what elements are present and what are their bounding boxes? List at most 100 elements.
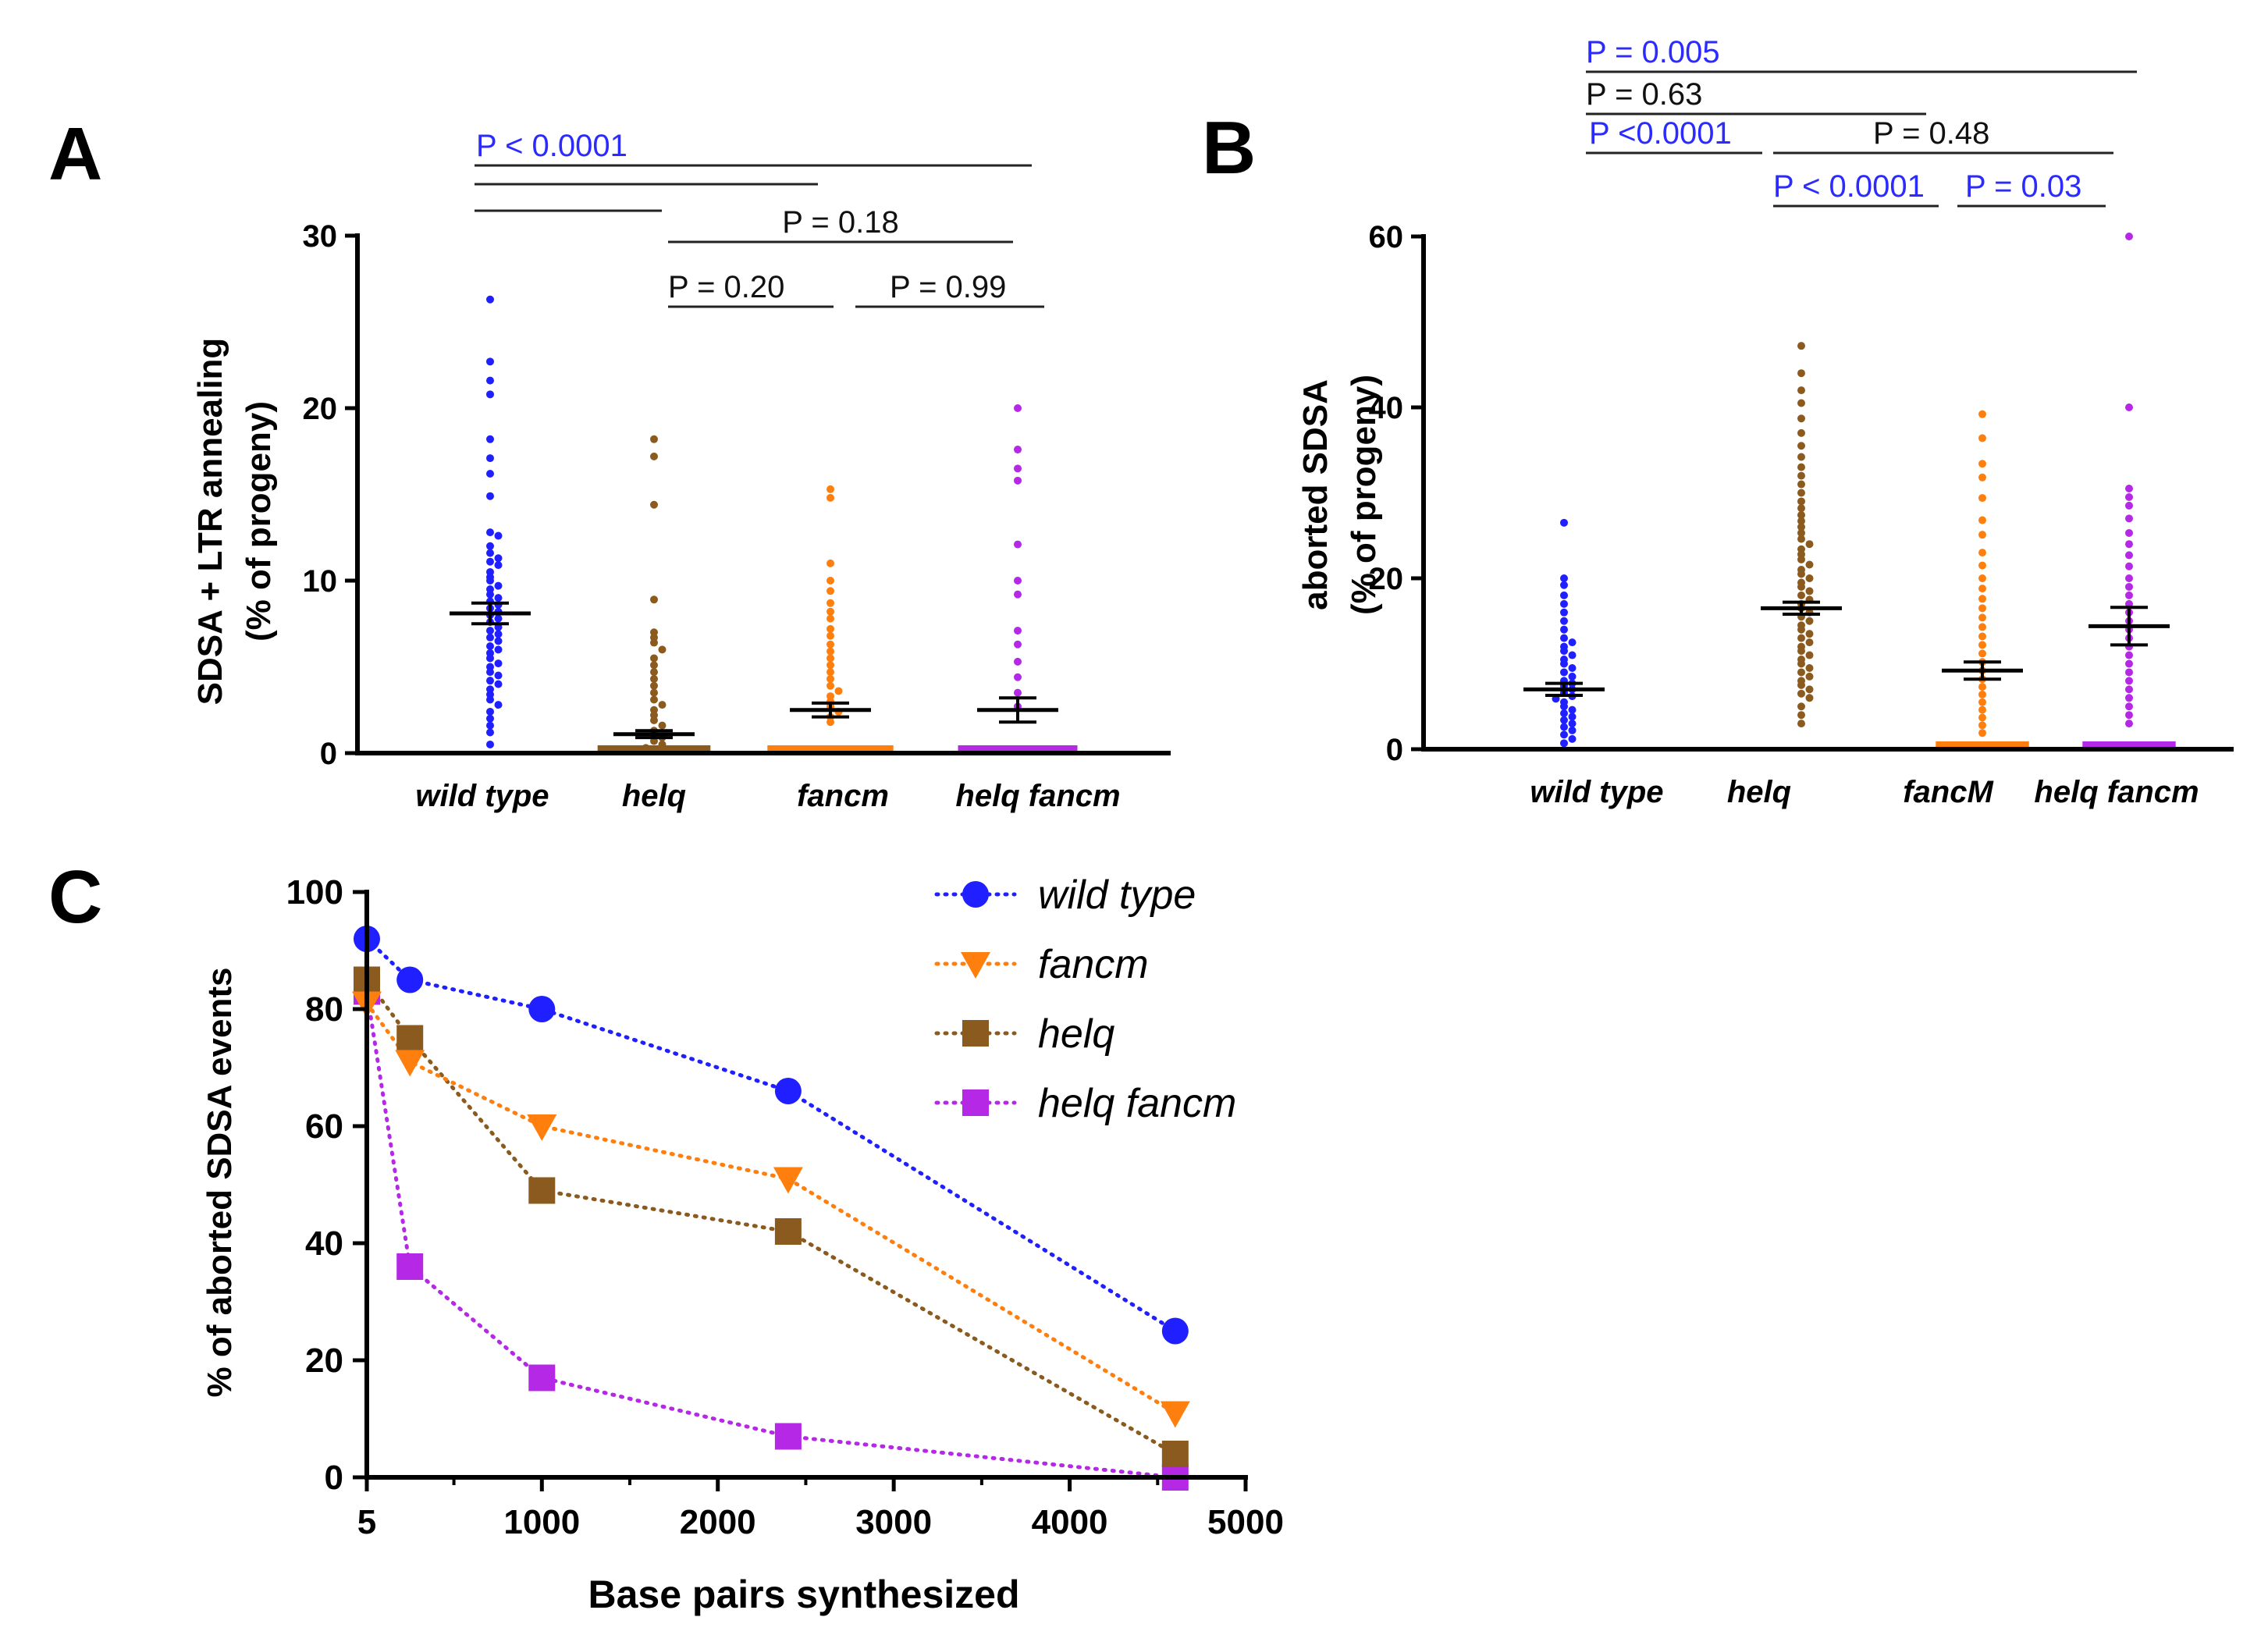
a-zero-point-helq-fancm	[1004, 745, 1009, 752]
b-point-helq	[1797, 386, 1805, 395]
a-point-fancm	[827, 674, 834, 683]
a-zero-point-fancm	[879, 745, 884, 752]
a-zero-point-fancm	[787, 745, 792, 752]
a-point-helq-fancm	[1014, 577, 1022, 585]
a-zero-point-helq-fancm	[994, 745, 999, 752]
a-p-value-label-4: P = 0.18	[782, 205, 898, 240]
b-zero-point-fancm	[1965, 741, 1971, 748]
b-zero-point-helq-fancm	[2121, 741, 2127, 748]
b-point-helq-fancm	[2125, 668, 2133, 677]
c-y-tick-label-100: 100	[286, 873, 343, 912]
a-zero-point-fancm	[800, 745, 805, 752]
b-point-wild-type	[1560, 723, 1568, 731]
b-point-helq	[1797, 555, 1805, 563]
a-zero-point-fancm	[842, 745, 848, 752]
a-zero-point-helq	[646, 745, 652, 752]
b-point-helq-fancm	[2125, 659, 2133, 668]
b-zero-point-fancm	[1936, 741, 1941, 748]
c-y-tick-label-60: 60	[305, 1107, 343, 1146]
a-point-wild-type	[486, 695, 494, 704]
a-point-fancm	[827, 654, 834, 663]
c-y-tick-label-0: 0	[325, 1459, 343, 1497]
b-point-helq	[1797, 442, 1805, 450]
b-zero-point-helq-fancm	[2115, 741, 2120, 748]
a-point-wild-type	[494, 554, 503, 563]
a-category-label-fancm: fancm	[797, 779, 889, 813]
b-point-helq-fancm	[2125, 551, 2133, 560]
b-point-helq	[1797, 480, 1805, 489]
b-zero-point-fancm	[2024, 741, 2029, 748]
a-point-helq	[658, 645, 667, 654]
a-point-helq-fancm	[1014, 540, 1022, 549]
a-point-wild-type	[486, 549, 494, 557]
b-point-wild-type	[1560, 730, 1568, 739]
a-point-helq-fancm	[1014, 627, 1022, 635]
b-zero-point-fancm	[2001, 741, 2007, 748]
b-zero-point-helq-fancm	[2128, 741, 2134, 748]
a-zero-point-helq-fancm	[1001, 745, 1006, 752]
c-x-tick-label-5000: 5000	[1207, 1503, 1284, 1541]
b-point-fancm	[1978, 649, 1986, 658]
b-point-helq	[1805, 630, 1814, 638]
a-zero-point-helq-fancm	[990, 745, 996, 752]
a-point-helq-fancm	[1014, 673, 1022, 681]
a-zero-point-fancm	[846, 745, 851, 752]
b-y-tick-label-40: 40	[1369, 391, 1404, 425]
b-zero-point-helq-fancm	[2105, 741, 2110, 748]
b-point-helq	[1797, 711, 1805, 720]
a-point-fancm	[827, 647, 834, 656]
c-x-tick-label-2000: 2000	[680, 1503, 756, 1541]
b-category-label-wild-type: wild type	[1530, 775, 1663, 809]
b-point-helq-fancm	[2125, 514, 2133, 523]
a-point-helq	[650, 688, 658, 697]
b-point-wild-type	[1568, 734, 1577, 743]
a-zero-point-helq	[659, 745, 665, 752]
c-legend-marker-helq	[962, 1020, 989, 1047]
a-point-wild-type	[486, 642, 494, 650]
b-zero-point-helq-fancm	[2161, 741, 2167, 748]
a-zero-point-helq-fancm	[997, 745, 1002, 752]
b-point-helq	[1805, 560, 1814, 569]
b-zero-point-helq-fancm	[2138, 741, 2143, 748]
b-point-helq-fancm	[2125, 233, 2133, 240]
b-point-helq	[1805, 587, 1814, 595]
b-point-helq-fancm	[2125, 485, 2133, 493]
a-point-wild-type	[486, 469, 494, 478]
a-p-value-label-5: P = 0.20	[668, 270, 784, 304]
a-zero-point-helq-fancm	[971, 745, 976, 752]
b-zero-point-fancm	[2021, 741, 2026, 748]
b-zero-point-fancm	[1939, 741, 1944, 748]
c-x-tick-label-1000: 1000	[503, 1503, 580, 1541]
a-point-helq	[650, 500, 658, 509]
a-zero-point-helq	[597, 745, 603, 752]
a-point-wild-type	[486, 557, 494, 566]
b-zero-point-fancm	[2017, 741, 2023, 748]
a-point-helq	[650, 595, 658, 604]
a-zero-point-fancm	[770, 745, 776, 752]
b-point-wild-type	[1560, 617, 1568, 625]
b-point-wild-type	[1568, 651, 1577, 659]
a-zero-point-helq	[624, 745, 629, 752]
a-zero-point-fancm	[849, 745, 855, 752]
a-zero-point-helq	[702, 745, 708, 752]
b-zero-point-fancm	[1945, 741, 1950, 748]
b-zero-point-helq-fancm	[2102, 741, 2107, 748]
b-point-helq	[1805, 651, 1814, 659]
b-point-fancm	[1978, 595, 1986, 603]
c-marker-fancm	[395, 1050, 425, 1077]
b-zero-point-helq-fancm	[2096, 741, 2101, 748]
a-point-helq	[650, 681, 658, 690]
a-point-fancm	[834, 687, 843, 695]
a-point-wild-type	[494, 637, 503, 645]
a-zero-point-helq-fancm	[1040, 745, 1045, 752]
panel-a-mean-sem	[450, 601, 1058, 740]
b-zero-point-fancm	[1994, 741, 2000, 748]
a-zero-point-helq	[689, 745, 695, 752]
b-point-wild-type	[1568, 672, 1577, 681]
b-point-helq-fancm	[2125, 540, 2133, 549]
c-legend-label-helq-fancm: helq fancm	[1038, 1081, 1236, 1126]
a-zero-point-helq	[676, 745, 681, 752]
b-point-wild-type	[1560, 591, 1568, 599]
a-zero-point-fancm	[797, 745, 802, 752]
